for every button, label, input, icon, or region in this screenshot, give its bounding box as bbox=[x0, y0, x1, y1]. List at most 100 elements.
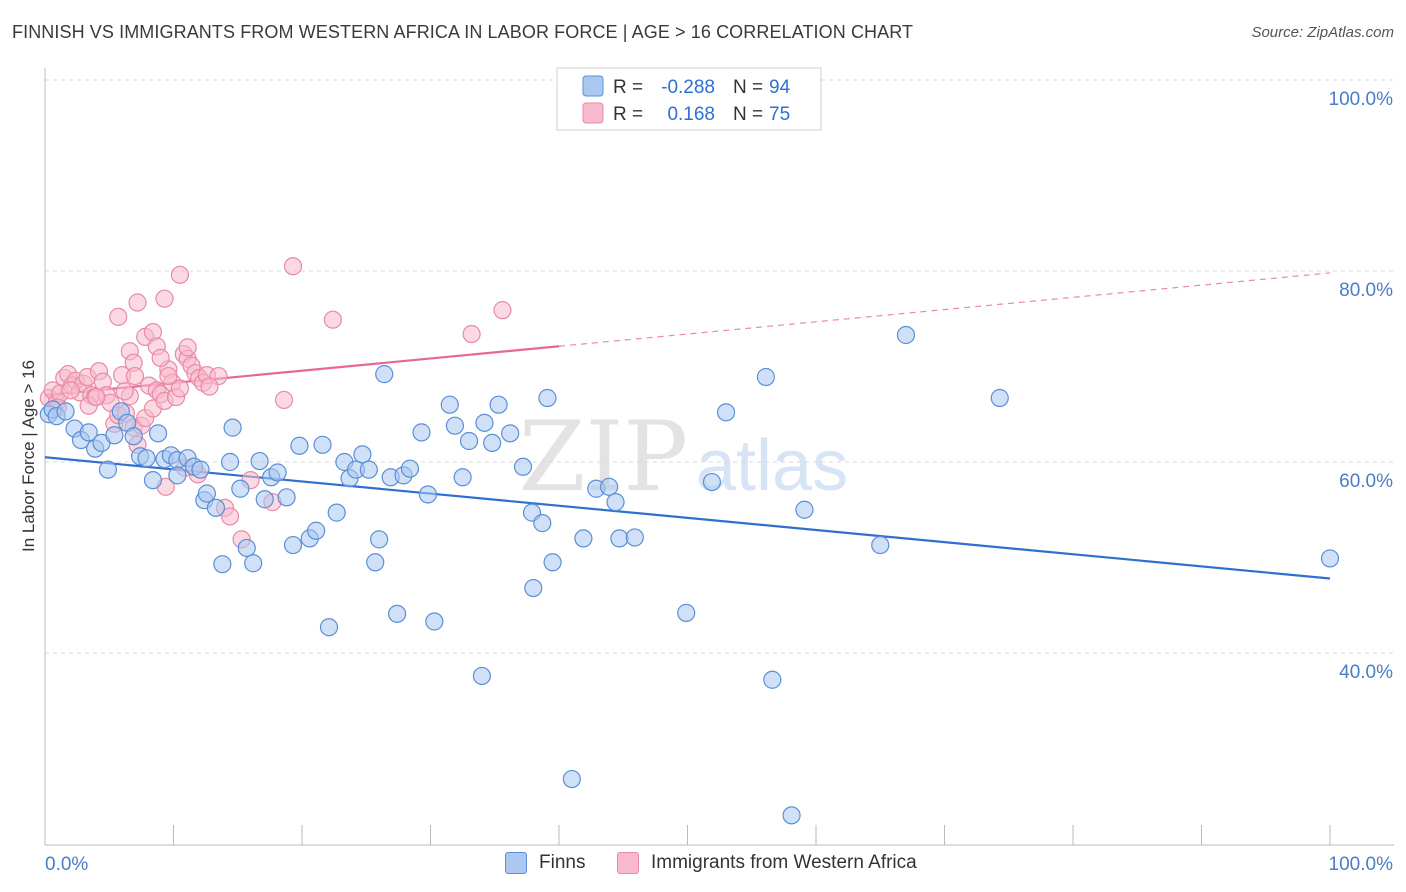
point-finns bbox=[489, 395, 508, 414]
point-finns bbox=[213, 555, 232, 574]
point-western-africa bbox=[462, 324, 481, 344]
point-finns bbox=[250, 451, 269, 471]
point-finns bbox=[483, 433, 502, 452]
point-finns bbox=[716, 403, 736, 422]
point-western-africa bbox=[220, 507, 240, 526]
point-finns bbox=[475, 413, 494, 432]
point-finns bbox=[574, 529, 593, 548]
legend-n-label-western-africa: N = bbox=[733, 104, 763, 125]
point-finns bbox=[206, 498, 226, 517]
legend-swatch-western-africa bbox=[582, 102, 604, 124]
legend-label-finns: Finns bbox=[539, 852, 586, 873]
legend-r-label-western-africa: R = bbox=[613, 104, 643, 125]
point-finns bbox=[231, 479, 250, 498]
legend-r-value-finns: -0.288 bbox=[661, 77, 715, 98]
legend-label-western-africa: Immigrants from Western Africa bbox=[651, 852, 917, 873]
point-finns bbox=[896, 325, 916, 345]
point-finns bbox=[400, 459, 420, 478]
point-finns bbox=[440, 395, 459, 414]
point-western-africa bbox=[178, 338, 197, 357]
legend-item-western-africa: Immigrants from Western Africa bbox=[617, 852, 917, 874]
point-finns bbox=[600, 477, 619, 496]
chart-title: FINNISH VS IMMIGRANTS FROM WESTERN AFRIC… bbox=[12, 22, 914, 42]
point-finns bbox=[990, 388, 1009, 408]
point-finns bbox=[756, 367, 775, 387]
point-finns bbox=[418, 485, 438, 504]
point-finns bbox=[359, 460, 378, 479]
point-finns bbox=[98, 460, 118, 479]
point-finns bbox=[237, 538, 256, 558]
point-finns bbox=[313, 435, 332, 454]
point-finns bbox=[702, 472, 722, 492]
point-finns bbox=[268, 463, 287, 482]
point-western-africa bbox=[200, 377, 219, 396]
y-tick-label: 80.0% bbox=[1339, 280, 1393, 301]
point-finns bbox=[79, 423, 98, 442]
point-finns bbox=[244, 554, 263, 573]
point-western-africa bbox=[115, 382, 134, 401]
point-finns bbox=[610, 529, 629, 548]
point-western-africa bbox=[493, 301, 512, 320]
watermark: ZIP atlas bbox=[519, 401, 848, 513]
point-finns bbox=[543, 553, 562, 572]
tick-labels: 40.0% 60.0% 80.0% 100.0% 0.0% 100.0% bbox=[45, 89, 1393, 875]
point-finns bbox=[143, 471, 163, 490]
point-finns bbox=[513, 457, 533, 476]
point-finns bbox=[1320, 549, 1340, 568]
point-finns bbox=[353, 445, 372, 464]
legend-n-value-finns: 94 bbox=[769, 77, 791, 98]
point-finns bbox=[277, 488, 296, 507]
legend-n-value-western-africa: 75 bbox=[769, 104, 790, 125]
point-finns bbox=[327, 503, 346, 522]
point-finns bbox=[307, 521, 326, 540]
watermark-zip: ZIP bbox=[519, 401, 688, 513]
x-tick-label: 0.0% bbox=[45, 854, 88, 875]
point-finns bbox=[223, 418, 242, 437]
point-western-africa bbox=[159, 366, 178, 386]
y-tick-label: 60.0% bbox=[1339, 471, 1393, 492]
point-finns bbox=[562, 769, 581, 789]
point-finns bbox=[763, 670, 782, 689]
point-finns bbox=[606, 493, 625, 512]
point-finns bbox=[105, 426, 124, 445]
point-western-africa bbox=[283, 257, 303, 276]
point-finns bbox=[124, 427, 143, 446]
point-finns bbox=[387, 604, 407, 623]
legend-n-label-finns: N = bbox=[733, 77, 763, 98]
point-western-africa bbox=[125, 366, 145, 386]
point-western-africa bbox=[61, 381, 80, 400]
point-finns bbox=[533, 514, 552, 533]
points-finns bbox=[39, 325, 1340, 825]
watermark-atlas: atlas bbox=[696, 426, 848, 506]
point-finns bbox=[871, 535, 890, 555]
point-finns bbox=[453, 468, 472, 487]
point-finns bbox=[459, 431, 479, 451]
point-finns bbox=[191, 460, 210, 479]
point-finns bbox=[472, 666, 491, 686]
point-finns bbox=[370, 530, 389, 549]
legend-swatch-finns bbox=[582, 75, 604, 97]
point-western-africa bbox=[87, 387, 106, 407]
point-finns bbox=[220, 452, 240, 472]
legend-r-value-western-africa: 0.168 bbox=[667, 104, 715, 125]
legend-swatch-western-africa-bottom bbox=[617, 852, 639, 874]
source-label: Source: ZipAtlas.com bbox=[1251, 24, 1394, 41]
point-finns bbox=[148, 424, 168, 443]
point-finns bbox=[319, 618, 339, 637]
point-western-africa bbox=[170, 265, 190, 284]
y-tick-label: 40.0% bbox=[1339, 662, 1393, 683]
point-western-africa bbox=[274, 390, 294, 410]
point-western-africa bbox=[128, 293, 147, 312]
point-finns bbox=[625, 528, 644, 547]
legend-swatch-finns-bottom bbox=[505, 852, 527, 874]
point-western-africa bbox=[109, 307, 128, 326]
point-finns bbox=[168, 466, 187, 485]
point-finns bbox=[524, 578, 543, 598]
point-western-africa bbox=[323, 310, 342, 329]
y-tick-label: 100.0% bbox=[1329, 89, 1394, 110]
point-finns bbox=[255, 490, 274, 509]
point-finns bbox=[677, 603, 696, 622]
point-finns bbox=[366, 553, 385, 572]
point-western-africa bbox=[155, 289, 174, 308]
